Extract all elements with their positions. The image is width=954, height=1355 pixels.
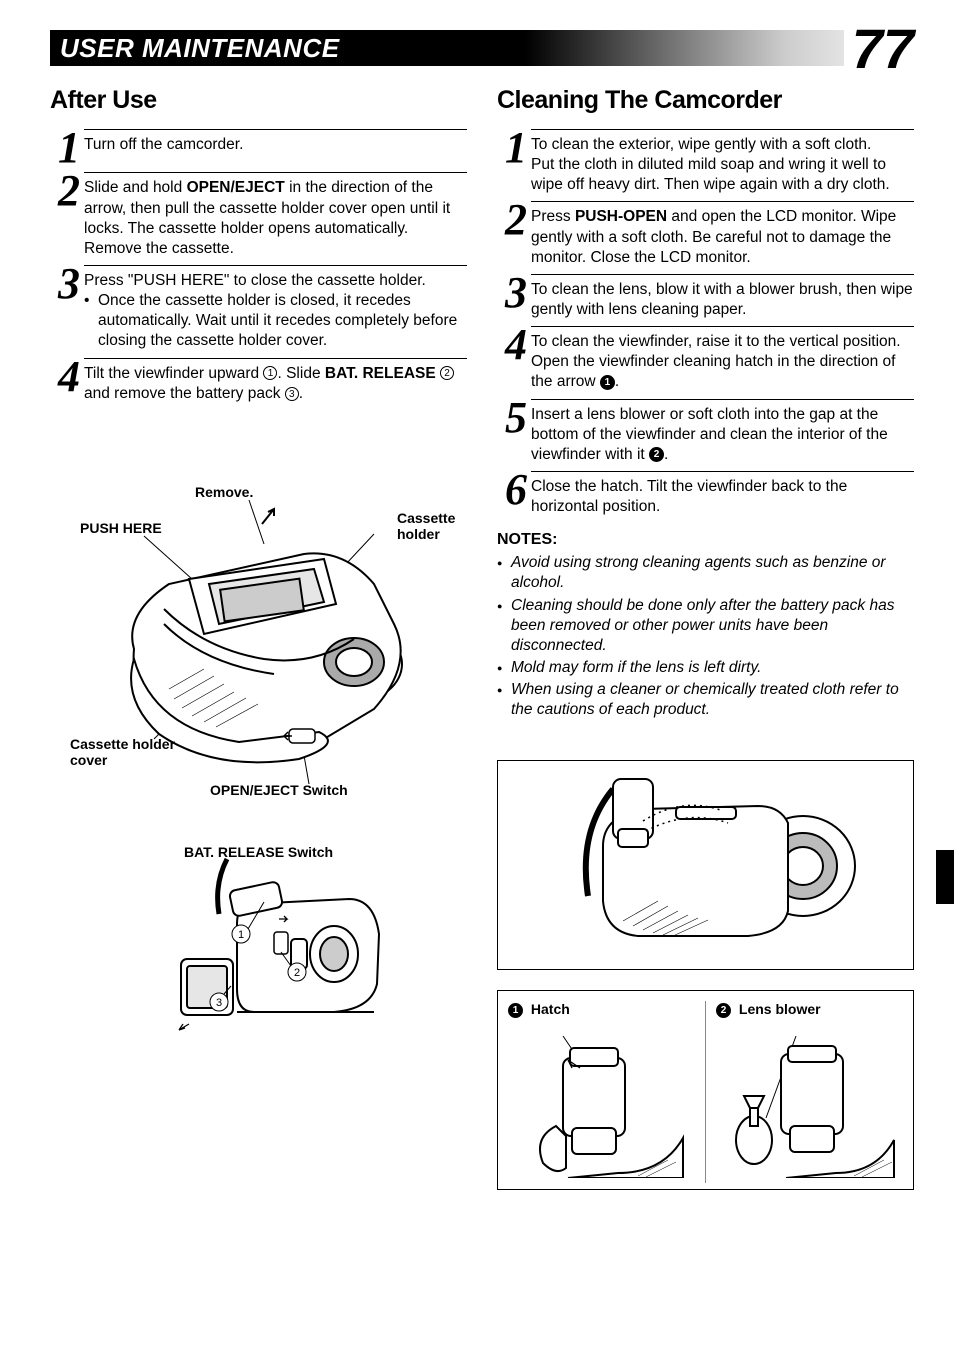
step-body: To clean the lens, blow it with a blower…: [531, 274, 914, 320]
cleaning-illustration: [508, 771, 888, 961]
step-number: 5: [497, 399, 531, 436]
step: 2Slide and hold OPEN/EJECT in the direct…: [50, 172, 467, 259]
cleaning-diagram-main: [497, 760, 914, 970]
step-body: Slide and hold OPEN/EJECT in the directi…: [84, 172, 467, 259]
step: 2Press PUSH-OPEN and open the LCD monito…: [497, 201, 914, 267]
lens-blower-illustration: [716, 1018, 896, 1178]
label-open-eject: OPEN/EJECT Switch: [210, 782, 348, 798]
label-hatch: Hatch: [531, 1001, 570, 1017]
cleaning-steps: 1To clean the exterior, wipe gently with…: [497, 129, 914, 517]
step-subitem: •Once the cassette holder is closed, it …: [84, 291, 467, 351]
note-item: Avoid using strong cleaning agents such …: [497, 553, 914, 593]
step: 5Insert a lens blower or soft cloth into…: [497, 399, 914, 465]
step-body: Close the hatch. Tilt the viewfinder bac…: [531, 471, 914, 517]
step: 6Close the hatch. Tilt the viewfinder ba…: [497, 471, 914, 517]
label-remove: Remove.: [195, 484, 253, 500]
section-tab-marker: [936, 850, 954, 904]
step-number: 4: [50, 358, 84, 395]
lens-blower-panel: 2 Lens blower: [705, 1001, 903, 1183]
step-number: 2: [50, 172, 84, 209]
step-number: 3: [50, 265, 84, 302]
step-number: 3: [497, 274, 531, 311]
step: 3To clean the lens, blow it with a blowe…: [497, 274, 914, 320]
content-columns: After Use 1Turn off the camcorder.2Slide…: [50, 86, 914, 1190]
note-item: When using a cleaner or chemically treat…: [497, 680, 914, 720]
note-item: Cleaning should be done only after the b…: [497, 596, 914, 656]
svg-text:1: 1: [237, 929, 243, 941]
step-body: Press PUSH-OPEN and open the LCD monitor…: [531, 201, 914, 267]
step-number: 1: [497, 129, 531, 166]
label-cassette-holder: Cassette holder: [397, 510, 467, 542]
note-item: Mold may form if the lens is left dirty.: [497, 658, 914, 678]
step-body: Turn off the camcorder.: [84, 129, 467, 155]
label-lens-blower: Lens blower: [739, 1001, 821, 1017]
step: 1To clean the exterior, wipe gently with…: [497, 129, 914, 195]
step: 4To clean the viewfinder, raise it to th…: [497, 326, 914, 392]
battery-illustration: 1 2 3: [119, 844, 399, 1054]
step-body: Press "PUSH HERE" to close the cassette …: [84, 265, 467, 352]
svg-text:2: 2: [293, 967, 299, 979]
left-column: After Use 1Turn off the camcorder.2Slide…: [50, 86, 467, 1190]
after-use-steps: 1Turn off the camcorder.2Slide and hold …: [50, 129, 467, 404]
after-use-title: After Use: [50, 86, 467, 115]
cleaning-title: Cleaning The Camcorder: [497, 86, 914, 115]
page-header: USER MAINTENANCE 77: [50, 30, 914, 68]
step-body: Tilt the viewfinder upward 1. Slide BAT.…: [84, 358, 467, 404]
label-bat-release: BAT. RELEASE Switch: [50, 844, 467, 860]
step: 3Press "PUSH HERE" to close the cassette…: [50, 265, 467, 352]
notes-list: Avoid using strong cleaning agents such …: [497, 553, 914, 720]
step-body: To clean the exterior, wipe gently with …: [531, 129, 914, 195]
label-push-here: PUSH HERE: [80, 520, 162, 536]
step: 1Turn off the camcorder.: [50, 129, 467, 166]
step-number: 2: [497, 201, 531, 238]
marker-2-icon: 2: [716, 1003, 731, 1018]
svg-text:3: 3: [215, 997, 221, 1009]
label-cassette-cover: Cassette holder cover: [70, 736, 200, 768]
page-number: 77: [844, 16, 914, 81]
right-column: Cleaning The Camcorder 1To clean the ext…: [497, 86, 914, 1190]
step-body: To clean the viewfinder, raise it to the…: [531, 326, 914, 392]
step-body: Insert a lens blower or soft cloth into …: [531, 399, 914, 465]
cassette-diagram: Remove. PUSH HERE Cassette holder Casset…: [50, 484, 467, 824]
hatch-illustration: [508, 1018, 688, 1178]
hatch-panel: 1 Hatch: [508, 1001, 695, 1183]
battery-diagram: BAT. RELEASE Switch: [50, 844, 467, 1074]
step: 4Tilt the viewfinder upward 1. Slide BAT…: [50, 358, 467, 404]
marker-1-icon: 1: [508, 1003, 523, 1018]
header-title: USER MAINTENANCE: [60, 30, 340, 66]
cleaning-diagram-detail: 1 Hatch: [497, 990, 914, 1190]
notes-heading: NOTES:: [497, 531, 914, 549]
step-number: 4: [497, 326, 531, 363]
step-number: 6: [497, 471, 531, 508]
step-number: 1: [50, 129, 84, 166]
